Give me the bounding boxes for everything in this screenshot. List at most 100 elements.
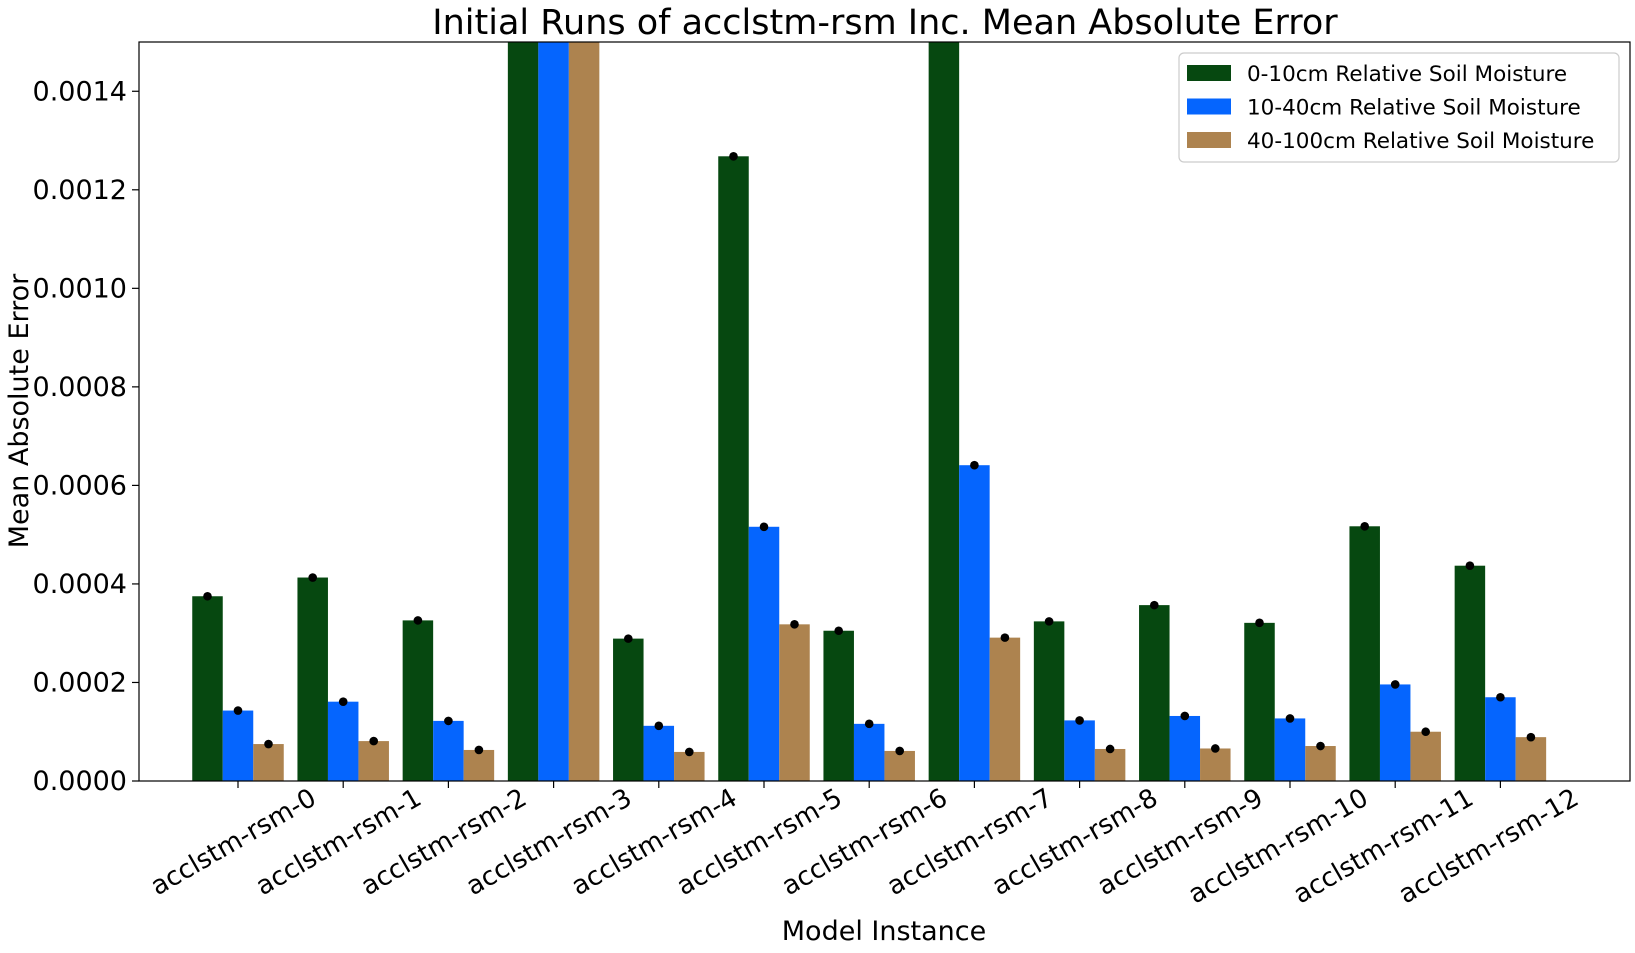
bar-acclstm-rsm-10-series-2: [1305, 746, 1336, 781]
bar-acclstm-rsm-2-series-1: [433, 720, 464, 781]
y-tick-label: 0.0014: [33, 76, 127, 107]
plot-frame: [138, 41, 1631, 782]
marker-acclstm-rsm-7-series-2: [1000, 633, 1010, 642]
bar-acclstm-rsm-6-series-2: [884, 750, 915, 781]
bar-acclstm-rsm-1-series-1: [327, 701, 359, 781]
marker-acclstm-rsm-6-series-1: [864, 719, 874, 729]
y-tick-label: 0.0012: [33, 175, 127, 206]
marker-acclstm-rsm-6-series-2: [895, 746, 904, 756]
bar-acclstm-rsm-5-series-2: [779, 624, 810, 781]
marker-acclstm-rsm-6-series-0: [834, 626, 843, 636]
y-tick-label: 0.0002: [33, 667, 127, 698]
marker-acclstm-rsm-5-series-2: [790, 620, 799, 629]
legend-frame: [1178, 52, 1620, 163]
bar-acclstm-rsm-4-series-2: [674, 751, 705, 781]
marker-acclstm-rsm-12-series-0: [1465, 561, 1475, 570]
marker-acclstm-rsm-4-series-1: [654, 721, 664, 731]
y-tick-label: 0.0000: [33, 766, 127, 797]
bar-acclstm-rsm-0-series-2: [253, 744, 284, 781]
x-tick-label: acclstm-rsm-10: [1183, 783, 1373, 910]
marker-acclstm-rsm-0-series-2: [264, 739, 273, 749]
bar-acclstm-rsm-9-series-0: [1139, 605, 1170, 781]
marker-acclstm-rsm-11-series-1: [1390, 680, 1400, 689]
bar-acclstm-rsm-9-series-1: [1169, 715, 1201, 781]
marker-acclstm-rsm-9-series-2: [1211, 744, 1220, 753]
y-tick-label: 0.0004: [33, 569, 127, 600]
marker-acclstm-rsm-1-series-1: [338, 697, 348, 706]
y-tick-label: 0.0008: [33, 372, 127, 403]
legend-swatch-0: [1187, 65, 1231, 81]
bar-acclstm-rsm-2-series-2: [463, 749, 495, 781]
marker-acclstm-rsm-2-series-2: [474, 745, 484, 755]
x-tick-label: acclstm-rsm-12: [1394, 783, 1584, 910]
legend-label-1: 10-40cm Relative Soil Moisture: [1247, 96, 1581, 121]
marker-acclstm-rsm-8-series-2: [1105, 744, 1115, 754]
marker-acclstm-rsm-8-series-0: [1044, 617, 1054, 626]
bar-acclstm-rsm-9-series-2: [1200, 748, 1231, 781]
y-axis-label: Mean Absolute Error: [4, 273, 35, 548]
legend-label-2: 40-100cm Relative Soil Moisture: [1247, 129, 1594, 154]
bar-acclstm-rsm-5-series-1: [748, 526, 780, 781]
bar-acclstm-rsm-10-series-0: [1244, 622, 1275, 781]
marker-acclstm-rsm-5-series-1: [759, 522, 769, 532]
bar-acclstm-rsm-2-series-0: [402, 620, 434, 781]
bar-acclstm-rsm-3-series-0: [507, 42, 539, 781]
marker-acclstm-rsm-2-series-1: [444, 716, 453, 726]
chart-title: Initial Runs of acclstm-rsm Inc. Mean Ab…: [432, 3, 1338, 43]
bar-acclstm-rsm-12-series-0: [1454, 565, 1486, 781]
marker-acclstm-rsm-8-series-1: [1075, 716, 1084, 725]
marker-acclstm-rsm-10-series-0: [1255, 618, 1264, 628]
x-axis: acclstm-rsm-0acclstm-rsm-1acclstm-rsm-2a…: [146, 781, 1584, 910]
marker-acclstm-rsm-1-series-2: [369, 736, 379, 746]
marker-acclstm-rsm-7-series-1: [970, 460, 979, 470]
bar-acclstm-rsm-6-series-1: [853, 723, 885, 781]
marker-acclstm-rsm-11-series-0: [1360, 521, 1369, 531]
bar-acclstm-rsm-1-series-0: [297, 577, 328, 781]
bar-acclstm-rsm-8-series-1: [1064, 720, 1095, 781]
legend-swatch-1: [1187, 98, 1231, 115]
y-tick-label: 0.0006: [33, 470, 127, 501]
marker-acclstm-rsm-2-series-0: [413, 616, 423, 625]
x-tick-label: acclstm-rsm-11: [1289, 783, 1479, 910]
bar-acclstm-rsm-1-series-2: [358, 741, 389, 781]
marker-acclstm-rsm-11-series-2: [1421, 727, 1430, 737]
marker-acclstm-rsm-10-series-1: [1285, 714, 1295, 723]
marker-acclstm-rsm-0-series-0: [203, 591, 212, 601]
bar-acclstm-rsm-3-series-1: [538, 42, 569, 781]
bar-acclstm-rsm-0-series-0: [192, 596, 223, 781]
bar-acclstm-rsm-8-series-2: [1094, 748, 1126, 781]
marker-acclstm-rsm-12-series-2: [1526, 732, 1536, 742]
bar-acclstm-rsm-6-series-0: [823, 630, 854, 781]
marker-acclstm-rsm-9-series-1: [1180, 711, 1190, 721]
marker-acclstm-rsm-10-series-2: [1316, 741, 1325, 751]
marker-acclstm-rsm-5-series-0: [729, 152, 738, 161]
marker-acclstm-rsm-4-series-2: [685, 747, 694, 757]
bar-acclstm-rsm-11-series-1: [1379, 684, 1411, 781]
bar-acclstm-rsm-4-series-0: [613, 638, 644, 781]
marker-acclstm-rsm-0-series-1: [233, 706, 243, 715]
bar-acclstm-rsm-7-series-2: [989, 637, 1021, 781]
markers-group: [203, 152, 1536, 757]
legend: 0-10cm Relative Soil Moisture 10-40cm Rel…: [1178, 52, 1620, 163]
marker-acclstm-rsm-1-series-0: [308, 573, 318, 582]
bar-acclstm-rsm-11-series-0: [1349, 526, 1380, 781]
bar-acclstm-rsm-12-series-2: [1515, 737, 1547, 781]
bar-acclstm-rsm-12-series-1: [1485, 697, 1516, 781]
bar-acclstm-rsm-11-series-2: [1410, 731, 1441, 781]
bar-acclstm-rsm-8-series-0: [1033, 621, 1065, 781]
bar-acclstm-rsm-5-series-0: [718, 156, 749, 782]
y-axis: 0.0000 0.0002 0.0004 0.0006 0.0008 0.0010 0.00…: [33, 76, 139, 797]
marker-acclstm-rsm-4-series-0: [624, 634, 633, 643]
bar-acclstm-rsm-4-series-1: [643, 725, 675, 781]
marker-acclstm-rsm-12-series-1: [1496, 692, 1505, 702]
bars-group: [192, 42, 1547, 782]
legend-swatch-2: [1187, 132, 1231, 148]
marker-acclstm-rsm-9-series-0: [1150, 600, 1159, 610]
x-axis-label: Model Instance: [782, 916, 987, 947]
y-tick-label: 0.0010: [33, 273, 127, 304]
bar-acclstm-rsm-7-series-1: [959, 465, 990, 781]
legend-label-0: 0-10cm Relative Soil Moisture: [1247, 62, 1567, 87]
bar-acclstm-rsm-10-series-1: [1274, 718, 1306, 781]
bar-acclstm-rsm-0-series-1: [222, 710, 254, 781]
